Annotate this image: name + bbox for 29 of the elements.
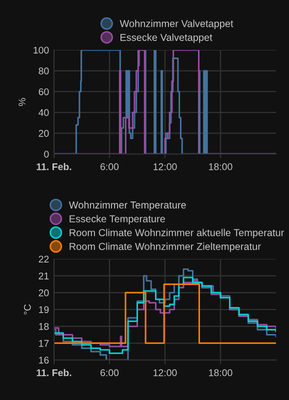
y-axis-title: °C <box>24 304 31 314</box>
y-tick-label: 18 <box>39 323 49 330</box>
y-tick-label: 20 <box>38 130 49 137</box>
y-tick-label: 19 <box>39 306 49 314</box>
y-axis-title: % <box>18 98 26 106</box>
x-tick-label: 11. Feb. <box>36 369 72 376</box>
legend-label: Wohnzimmer Valvetappet <box>120 20 234 30</box>
x-tick-label: 11. Feb. <box>36 163 72 170</box>
legend-label: Wohnzimmer Temperature <box>68 201 186 211</box>
x-tick-label: 18:00 <box>209 369 232 376</box>
x-tick-label: 6:00 <box>100 369 119 376</box>
x-tick-label: 6:00 <box>100 163 119 170</box>
y-tick-label: 40 <box>38 109 49 116</box>
x-tick-label: 12:00 <box>154 163 177 170</box>
y-tick-label: 100 <box>34 46 49 54</box>
y-tick-label: 22 <box>38 256 49 263</box>
legend-label: Essecke Temperature <box>70 215 165 224</box>
y-tick-label: 20 <box>38 289 49 296</box>
legend-label: Room Climate Wohnzimmer Zieltemperatur <box>70 242 261 252</box>
legend-label: Essecke Valvetappet <box>120 34 212 43</box>
y-tick-label: 21 <box>38 272 49 280</box>
y-tick-label: 0 <box>44 150 49 158</box>
y-tick-label: 16 <box>39 356 49 364</box>
x-tick-label: 18:00 <box>209 163 232 170</box>
y-tick-label: 80 <box>38 68 49 74</box>
x-tick-label: 12:00 <box>154 369 177 376</box>
y-tick-label: 60 <box>38 88 49 96</box>
legend-label: Room Climate Wohnzimmer aktuelle Temperatur <box>70 228 284 238</box>
y-tick-label: 17 <box>39 340 49 347</box>
